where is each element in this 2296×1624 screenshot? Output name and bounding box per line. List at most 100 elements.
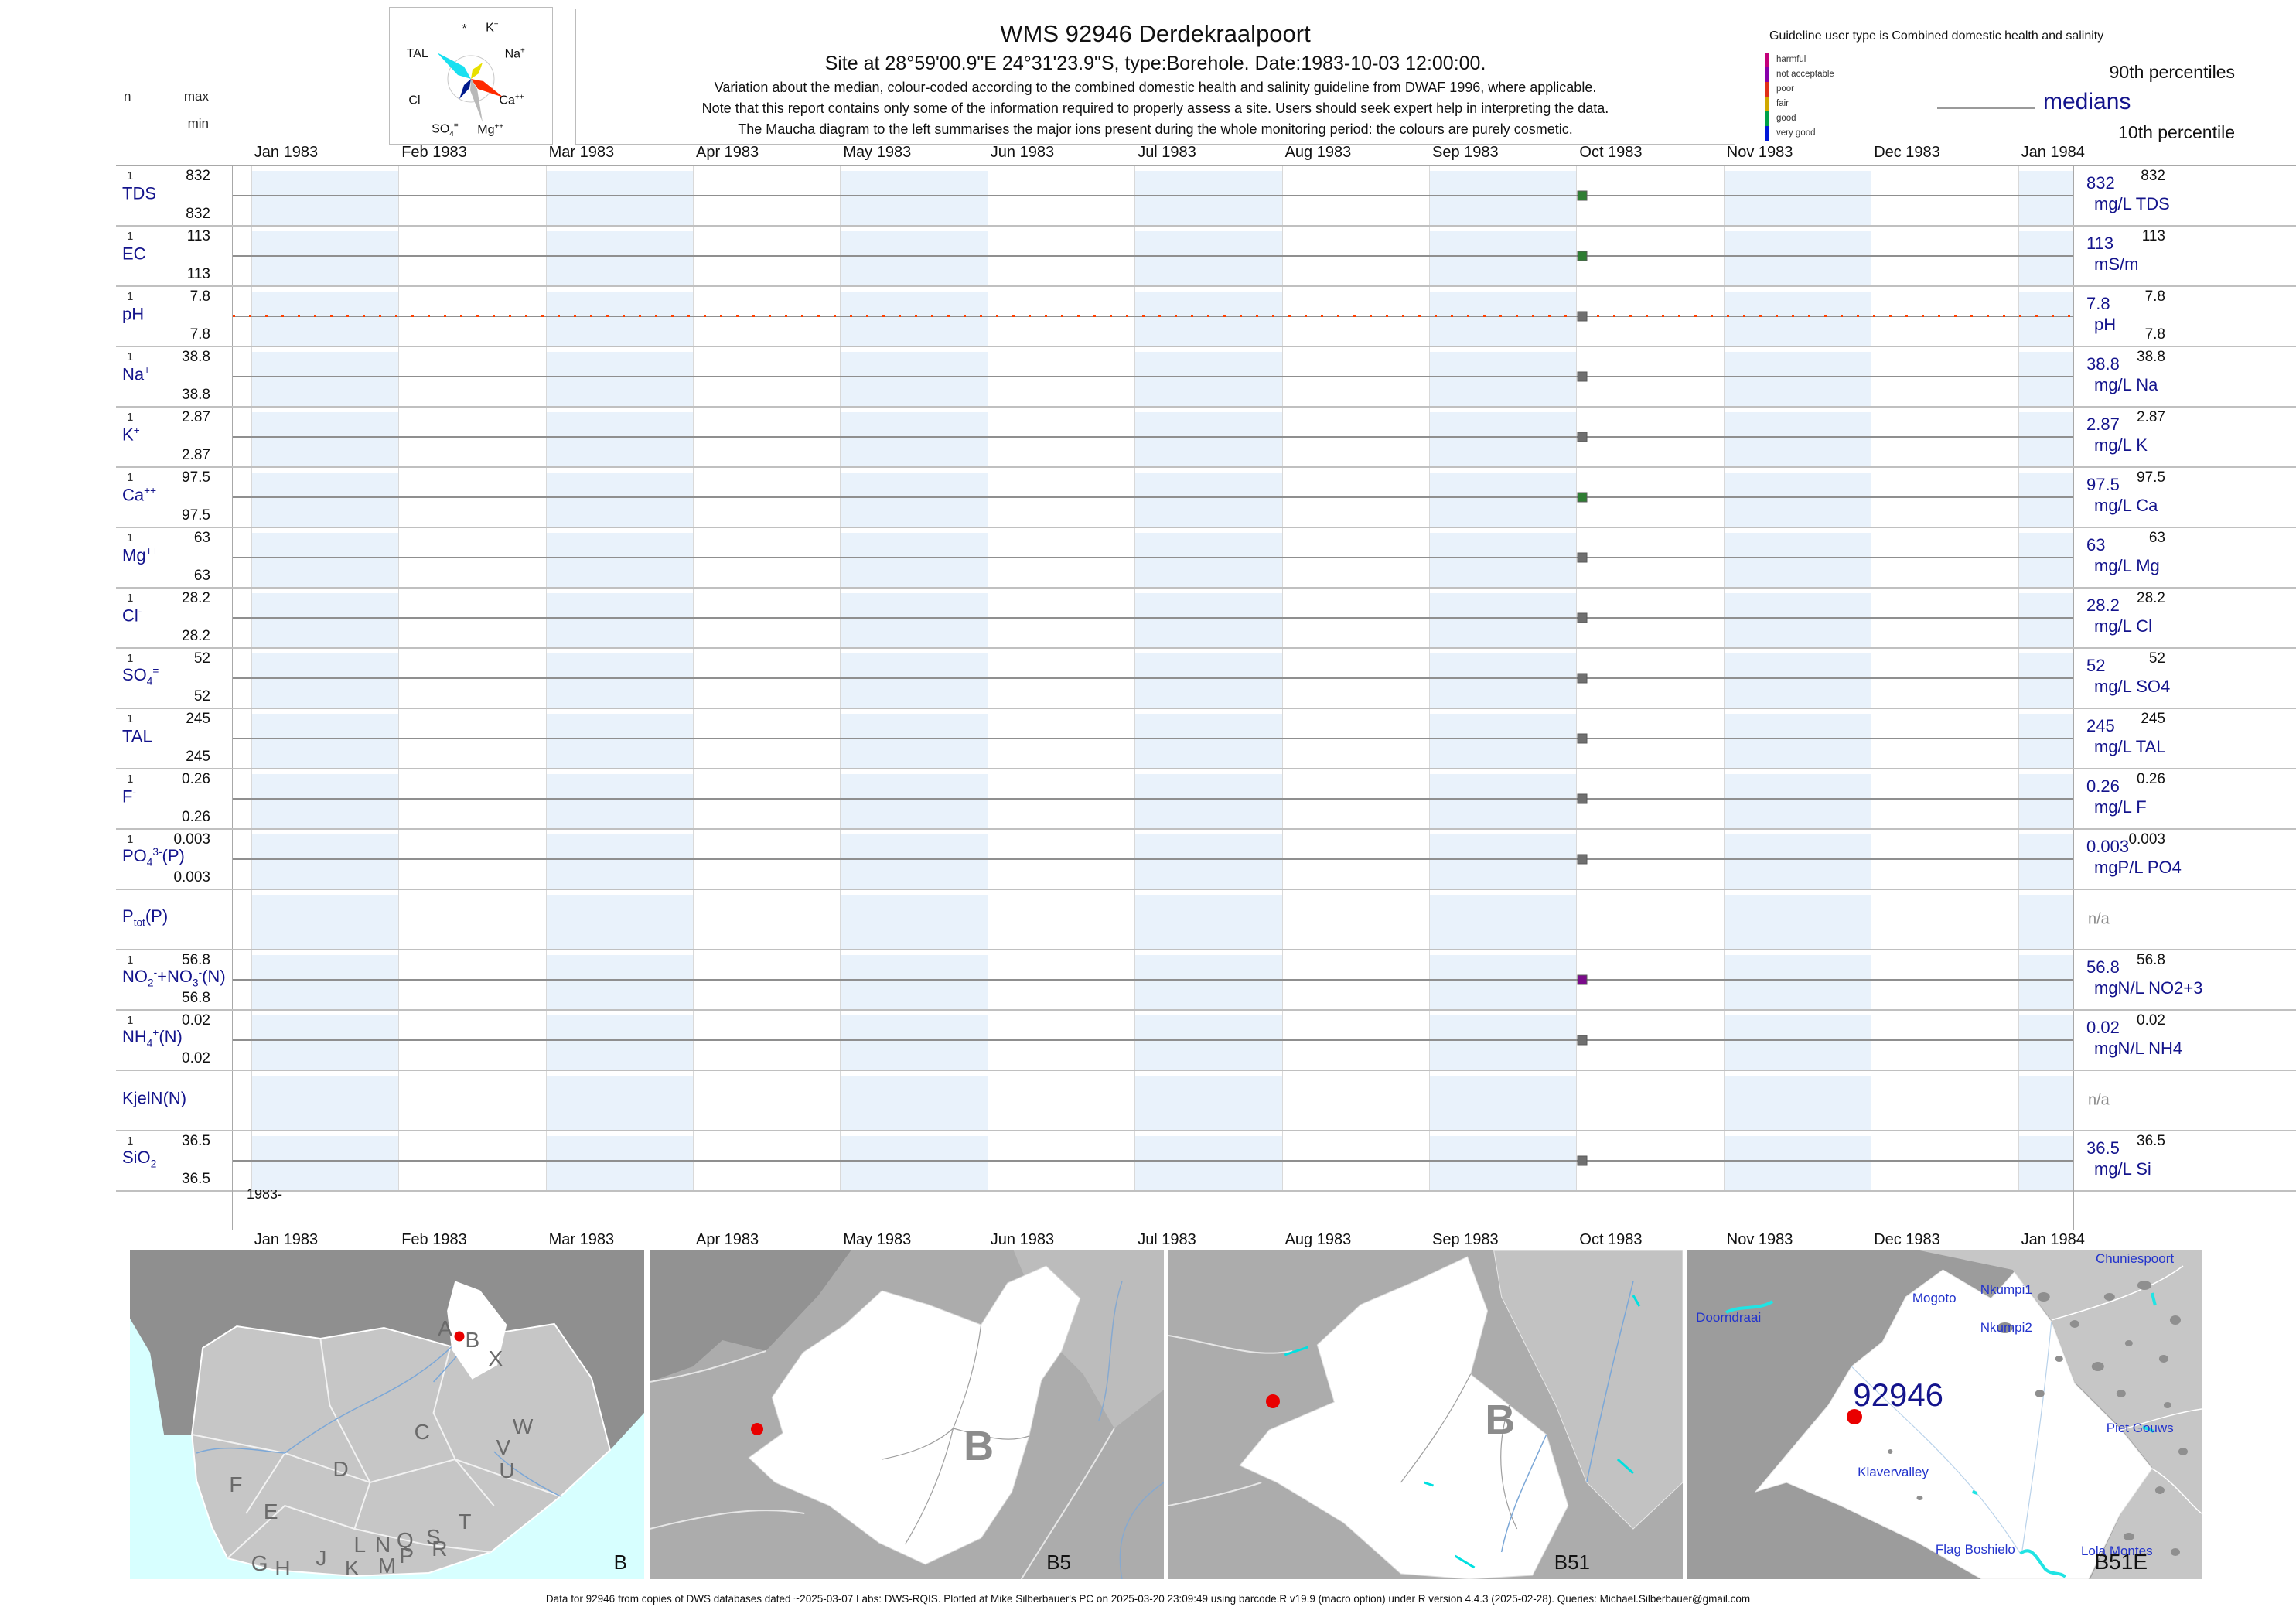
median-block: 38.8 mg/L Na bbox=[2086, 353, 2158, 395]
class-label: harmful bbox=[1776, 55, 1806, 64]
parameter-rows: 1 832 TDS 832 832 832 mg/L TDS 1 113 EC … bbox=[116, 165, 2296, 1192]
unit-label: mS/m bbox=[2094, 254, 2139, 274]
region-b-highlight bbox=[447, 1281, 507, 1380]
row-right-labels: 7.8 7.8 pH 7.8 bbox=[2080, 287, 2296, 346]
parameter-row: 1 245 TAL 245 245 245 mg/L TAL bbox=[116, 709, 2296, 769]
region-borders bbox=[1168, 1335, 1293, 1506]
row-left-labels: 1 245 TAL 245 bbox=[116, 709, 232, 768]
parameter-name: PO43-(P) bbox=[122, 845, 185, 868]
max-value: 7.8 bbox=[189, 288, 210, 305]
sample-marker bbox=[1577, 432, 1588, 442]
drainage-region-letter: X bbox=[488, 1346, 503, 1370]
p90-value: 52 bbox=[2148, 650, 2165, 667]
sample-count: 1 bbox=[127, 350, 134, 363]
median-line bbox=[233, 617, 2073, 619]
month-stripe bbox=[1429, 412, 1577, 466]
month-stripe bbox=[1429, 171, 1577, 225]
catchment-b51e bbox=[1754, 1269, 2153, 1579]
guideline-class: not acceptable bbox=[1765, 67, 1834, 82]
month-stripe bbox=[1723, 1136, 1871, 1190]
drainage-region-borders bbox=[191, 1338, 561, 1559]
month-stripe bbox=[1723, 352, 1871, 406]
median-legend-line bbox=[1937, 107, 2035, 109]
month-stripe bbox=[251, 231, 399, 285]
month-tick-label: Jul 1983 bbox=[1138, 144, 1196, 161]
drainage-region-letter: R bbox=[432, 1536, 448, 1561]
timeseries-plot bbox=[232, 347, 2074, 406]
row-left-labels: 1 7.8 pH 7.8 bbox=[116, 287, 232, 346]
median-value: 63 bbox=[2086, 534, 2106, 554]
month-stripe bbox=[251, 895, 399, 949]
median-line bbox=[233, 496, 2073, 498]
p90-value: 113 bbox=[2141, 228, 2165, 244]
median-block: 63 mg/L Mg bbox=[2086, 534, 2160, 576]
month-gridline bbox=[1576, 890, 1578, 949]
timeseries-plot bbox=[232, 408, 2074, 466]
month-stripe bbox=[840, 714, 988, 768]
parameter-name: TAL bbox=[122, 726, 152, 746]
month-tick-label: Oct 1983 bbox=[1579, 1231, 1643, 1248]
no-data-label: n/a bbox=[2088, 1091, 2110, 1109]
drainage-region-letter: V bbox=[496, 1435, 511, 1459]
median-line bbox=[233, 1160, 2073, 1162]
maucha-ion-label: K+ bbox=[486, 20, 499, 36]
month-stripe bbox=[1429, 653, 1577, 708]
max-value: 0.02 bbox=[182, 1012, 210, 1029]
sample-count: 1 bbox=[127, 230, 134, 243]
month-stripe bbox=[1134, 292, 1282, 346]
timeseries-plot bbox=[232, 1131, 2074, 1190]
p90-legend-label: 90th percentiles bbox=[2109, 62, 2235, 82]
place-label: Klavervalley bbox=[1858, 1464, 1929, 1479]
p90-value: 245 bbox=[2141, 711, 2165, 727]
place-label: Nkumpi2 bbox=[1980, 1319, 2032, 1335]
month-stripe bbox=[545, 895, 693, 949]
month-stripe bbox=[1134, 714, 1282, 768]
row-right-labels: 2.87 2.87 mg/L K bbox=[2080, 408, 2296, 466]
adjacent-catchments-light bbox=[1919, 1250, 2202, 1579]
median-block: 97.5 mg/L Ca bbox=[2086, 474, 2158, 516]
sample-count: 1 bbox=[127, 1014, 134, 1027]
parameter-name: Mg++ bbox=[122, 545, 159, 565]
class-label: not acceptable bbox=[1776, 70, 1834, 79]
month-tick-label: Apr 1983 bbox=[696, 1231, 759, 1248]
month-stripe bbox=[1134, 412, 1282, 466]
median-value: 0.26 bbox=[2086, 776, 2120, 796]
class-color-swatch bbox=[1765, 67, 1769, 82]
maucha-star bbox=[437, 53, 503, 122]
min-value: 36.5 bbox=[182, 1171, 210, 1187]
row-left-labels: Ptot(P) bbox=[116, 890, 232, 949]
map-b51-shapes bbox=[1168, 1250, 1683, 1579]
parameter-name: KjelN(N) bbox=[122, 1088, 187, 1108]
row-right-labels: 52 52 mg/L SO4 bbox=[2080, 649, 2296, 708]
month-stripe bbox=[840, 292, 988, 346]
row-right-labels: 56.8 56.8 mgN/L NO2+3 bbox=[2080, 950, 2296, 1009]
median-line bbox=[233, 195, 2073, 196]
month-gridline bbox=[251, 1071, 252, 1130]
month-tick-label: Mar 1983 bbox=[548, 1231, 615, 1248]
month-stripe bbox=[840, 1136, 988, 1190]
month-stripe bbox=[840, 653, 988, 708]
month-stripe bbox=[1429, 834, 1577, 889]
month-tick-label: Sep 1983 bbox=[1432, 144, 1499, 161]
month-tick-label: Mar 1983 bbox=[548, 144, 615, 161]
p90-value: 0.26 bbox=[2137, 771, 2165, 787]
guideline-class-legend: harmful not acceptable poor fair good very go… bbox=[1765, 53, 1834, 141]
maucha-wedge-tal bbox=[437, 53, 471, 79]
key-min-label: min bbox=[187, 116, 209, 131]
max-value: 0.26 bbox=[182, 771, 210, 787]
row-right-labels: 97.5 97.5 mg/L Ca bbox=[2080, 468, 2296, 527]
median-value: 245 bbox=[2086, 715, 2115, 735]
maucha-wedge-ca bbox=[471, 79, 503, 97]
month-stripe bbox=[2018, 1015, 2073, 1070]
map-catchment-b51e: Doorndraai Mogoto Nkumpi1 Nkumpi2 Chuniespoo… bbox=[1687, 1250, 2202, 1579]
month-tick-label: Jan 1983 bbox=[254, 144, 319, 161]
month-stripe bbox=[840, 955, 988, 1009]
median-value: 56.8 bbox=[2086, 957, 2120, 977]
median-value: 52 bbox=[2086, 655, 2106, 675]
month-tick-label: Dec 1983 bbox=[1874, 144, 1940, 161]
month-stripe bbox=[545, 231, 693, 285]
min-value: 2.87 bbox=[182, 447, 210, 463]
timeseries-plot bbox=[232, 1011, 2074, 1070]
unit-label: mg/L Ca bbox=[2094, 495, 2158, 515]
median-line bbox=[233, 979, 2073, 981]
